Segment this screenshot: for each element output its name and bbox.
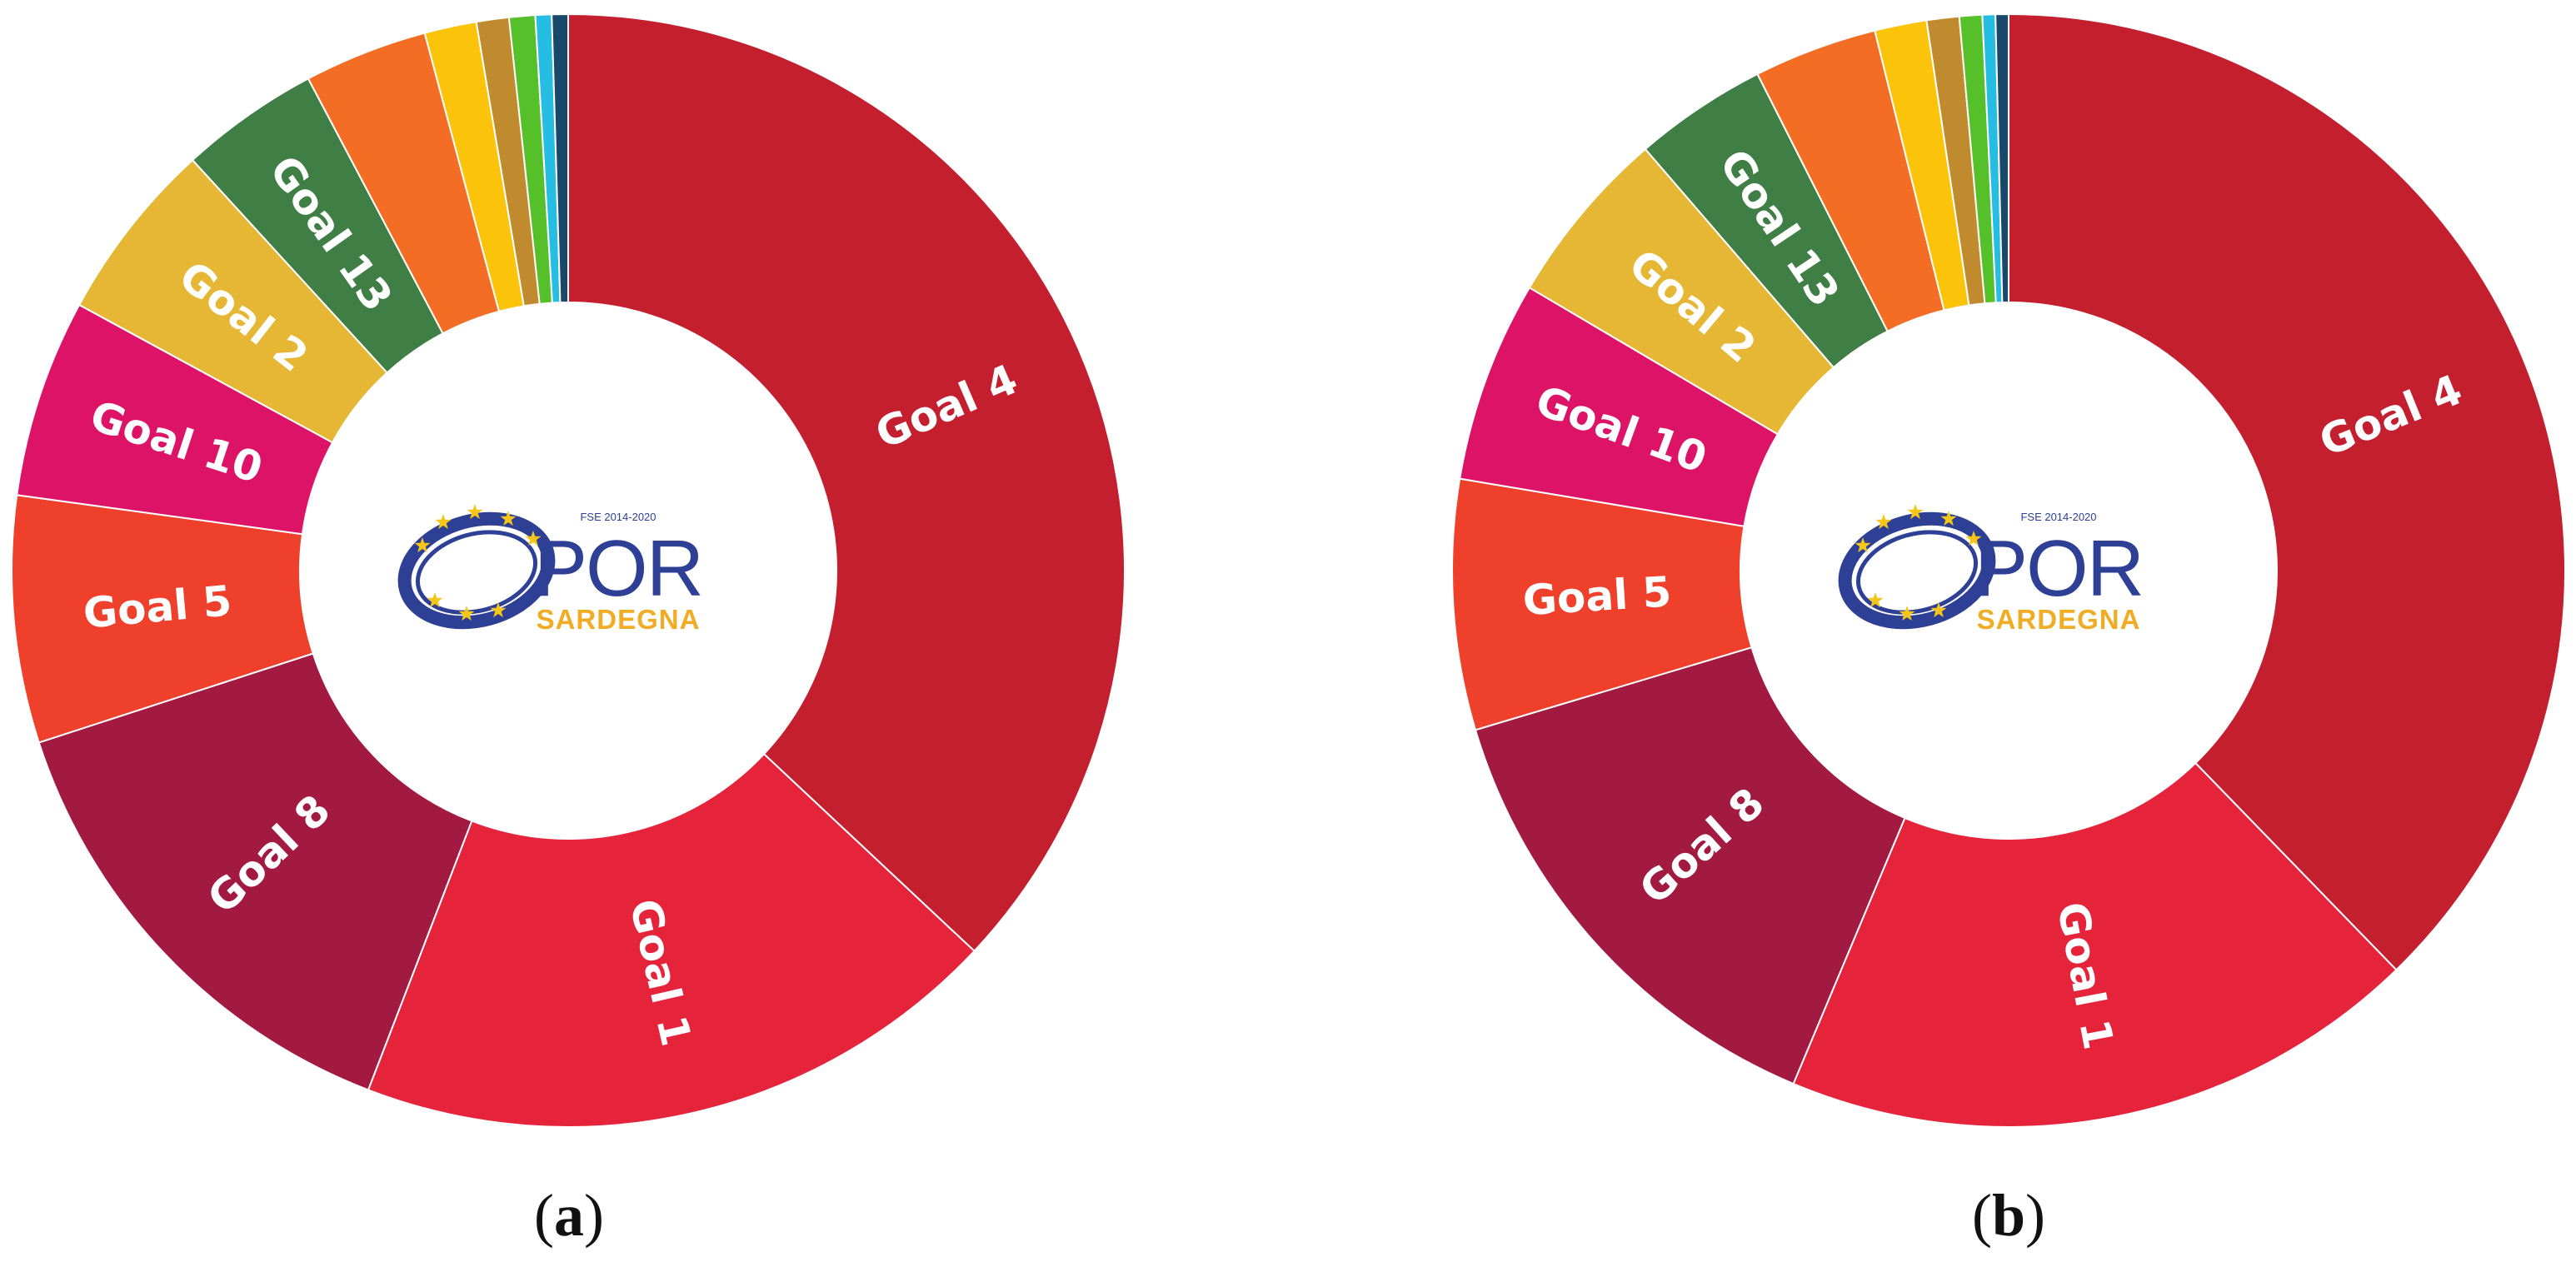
logo-region: SARDEGNA [537, 604, 701, 635]
star-icon [490, 602, 507, 618]
slice-goal-1 [367, 752, 976, 1128]
star-icon [414, 537, 431, 553]
slice-goal-8 [1474, 646, 1906, 1085]
star-icon [500, 511, 517, 526]
slice-label-goal-5: Goal 5 [1521, 567, 1673, 625]
slice-goal-4 [2008, 12, 2566, 971]
logo-swoosh-icon [1838, 504, 1996, 630]
caption-a: (a) [534, 1182, 604, 1249]
logo-subtitle: FSE 2014-2020 [2020, 511, 2096, 523]
slice-goal-8 [37, 652, 473, 1091]
star-icon [1899, 606, 1915, 621]
slice-goal-5 [1451, 477, 1753, 731]
logo-swoosh-icon [397, 504, 556, 630]
star-icon [525, 531, 542, 546]
star-icon [435, 514, 452, 530]
star-icon [1930, 602, 1947, 618]
slice-goal-1 [1792, 761, 2398, 1128]
star-icon [1867, 592, 1884, 608]
star-icon [1940, 511, 1957, 526]
slice-unlabeled-12 [551, 12, 569, 304]
caption-b: (b) [1971, 1182, 2045, 1249]
logo-subtitle: FSE 2014-2020 [580, 511, 656, 523]
slice-goal-4 [567, 12, 1126, 953]
star-icon [427, 592, 443, 608]
logo-name: POR [534, 524, 702, 613]
logo-name: POR [1974, 524, 2143, 613]
star-icon [458, 606, 475, 621]
star-icon [1907, 504, 1924, 520]
star-icon [1875, 514, 1892, 530]
slice-unlabeled-12 [1994, 12, 2009, 304]
star-icon [1855, 537, 1871, 553]
star-icon [1965, 531, 1982, 546]
logo-region: SARDEGNA [1977, 604, 2141, 635]
star-icon [467, 504, 483, 520]
